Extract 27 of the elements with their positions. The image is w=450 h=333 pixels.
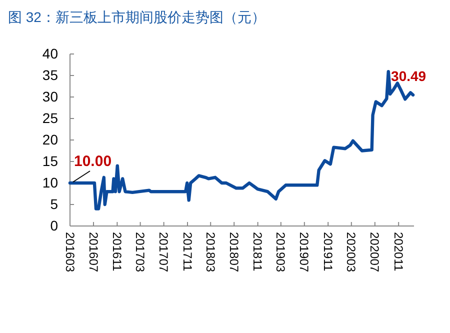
x-tick-label: 202011 [391, 232, 406, 272]
y-tick-label: 30 [42, 88, 58, 104]
x-tick-label: 201711 [180, 232, 194, 272]
x-tick-label: 201807 [226, 232, 241, 272]
y-tick-label: 5 [50, 196, 58, 212]
x-tick-label: 202003 [344, 232, 358, 272]
x-tick-label: 201603 [62, 232, 77, 272]
y-tick-label: 40 [42, 45, 58, 62]
y-tick-label: 25 [42, 110, 58, 126]
x-tick-label: 201703 [133, 232, 148, 272]
x-tick-label: 201903 [274, 232, 288, 272]
x-tick-label: 201911 [320, 232, 335, 272]
chart-title: 图 32：新三板上市期间股价走势图（元） [8, 9, 266, 25]
y-tick-label: 15 [42, 152, 58, 169]
y-tick-label: 20 [42, 131, 58, 148]
y-tick-label: 10 [42, 174, 58, 190]
x-tick-label: 201607 [86, 232, 100, 272]
x-tick-label: 202007 [368, 232, 382, 272]
x-tick-label: 201707 [156, 232, 171, 272]
x-tick-label: 201907 [297, 232, 312, 272]
y-tick-label: 0 [50, 217, 58, 234]
annotation: 10.00 [74, 153, 112, 170]
y-tick-label: 35 [42, 66, 58, 83]
x-tick-label: 201811 [250, 232, 265, 272]
x-tick-label: 201611 [110, 232, 124, 272]
x-tick-label: 201803 [203, 232, 218, 272]
annotation: 30.49 [391, 68, 426, 84]
